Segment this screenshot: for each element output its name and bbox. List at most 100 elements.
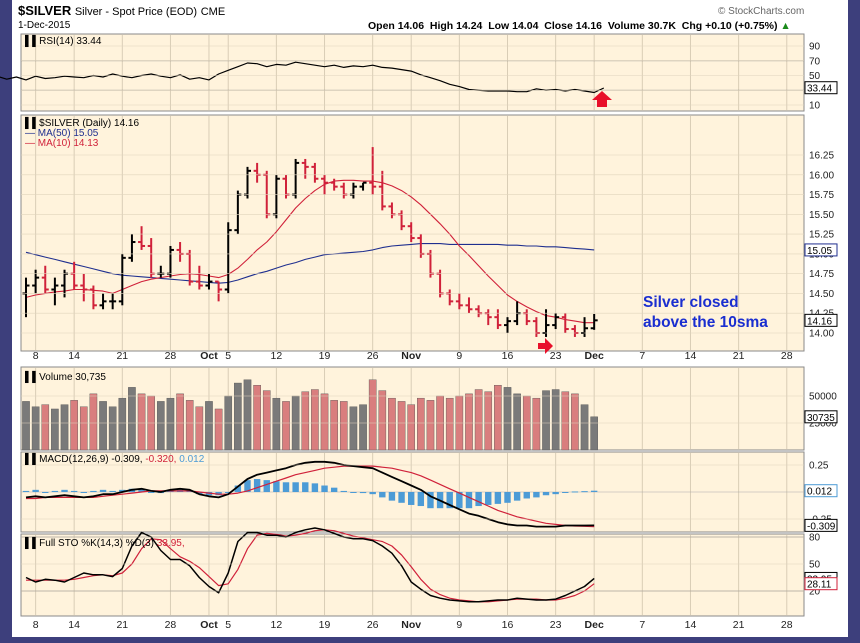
volume-bar [320, 393, 329, 451]
volume-bar [89, 393, 98, 451]
macd-legend-part: -0.320, [145, 454, 179, 465]
macd-histogram-bar [90, 490, 97, 492]
ma10-legend: — MA(10) 14.13 [25, 138, 99, 149]
macd-histogram-bar [388, 492, 396, 501]
price-tick-label: 16.25 [809, 151, 834, 162]
macd-histogram-bar [311, 483, 319, 492]
macd-histogram-bar [369, 492, 376, 495]
volume-bar [118, 397, 127, 451]
x-tick-label: Dec [585, 350, 604, 362]
volume-bar [60, 404, 69, 451]
x-tick-label: 28 [165, 619, 177, 631]
price-tick-label: 14.00 [809, 329, 834, 340]
volume-bar [51, 408, 59, 451]
volume-bar [70, 400, 78, 451]
volume-bar [368, 379, 377, 451]
macd-histogram-bar [340, 490, 347, 492]
volume-bar [590, 416, 598, 451]
macd-signal-line [26, 465, 595, 528]
price-tick-label: 15.25 [809, 230, 834, 241]
x-tick-label: 16 [502, 350, 514, 362]
price-tick-label: 15.75 [809, 190, 834, 201]
volume-bar [474, 389, 483, 451]
macd-histogram-bar [465, 492, 473, 509]
macd-histogram-bar [562, 492, 569, 493]
sto-tick-label: 20 [809, 587, 821, 598]
macd-histogram-bar [456, 492, 463, 509]
volume-bar [137, 393, 146, 451]
macd-histogram-bar [427, 492, 434, 509]
x-tick-label: Nov [401, 619, 421, 631]
volume-bar [513, 393, 521, 451]
volume-bar [330, 400, 338, 451]
macd-histogram-bar [263, 480, 270, 492]
instrument-name: Silver - Spot Price (EOD) [74, 6, 198, 18]
annotation-line-1: Silver closed [643, 294, 739, 311]
macd-legend-part: 0.012 [179, 454, 204, 465]
volume-bar [41, 404, 50, 451]
macd-histogram-bar [475, 492, 482, 507]
macd-histogram-bar [22, 490, 30, 492]
macd-histogram-bar [350, 492, 357, 493]
rsi-line [0, 61, 605, 94]
sto-legend: ▌▌Full STO %K(14,3) %D(3) 33.95, [25, 536, 185, 550]
up-arrow-icon [592, 91, 612, 107]
macd-histogram-bar [359, 492, 367, 494]
volume-bar [301, 391, 310, 451]
sto-tick-label: 50 [809, 560, 821, 571]
x-tick-label: 9 [456, 619, 462, 631]
macd-last-value: -0.309 [807, 521, 836, 532]
macd-legend-part: ▌▌MACD(12,26,9) -0.309, [25, 452, 145, 466]
x-tick-label: Oct [200, 619, 218, 631]
macd-histogram-bar [253, 479, 261, 492]
exchange-name: CME [200, 6, 226, 18]
volume-bar [79, 406, 88, 451]
volume-bar [282, 401, 290, 451]
x-tick-label: 21 [116, 619, 128, 631]
macd-histogram-bar [42, 492, 49, 493]
x-tick-label: 16 [502, 619, 514, 631]
macd-histogram-bar [504, 492, 511, 503]
sto-panel [20, 533, 805, 617]
rsi-last-value: 33.44 [807, 84, 832, 95]
macd-histogram-bar [581, 491, 588, 493]
volume-bar [378, 390, 387, 451]
sto-legend-part: ▌▌Full STO %K(14,3) %D(3) [25, 536, 157, 550]
rsi-legend-part: ▌▌RSI(14) 33.44 [25, 34, 102, 48]
macd-histogram-bar [51, 490, 59, 492]
x-tick-label: 14 [68, 350, 80, 362]
sto-tick-label: 80 [809, 533, 821, 544]
macd-histogram-bar [590, 490, 598, 492]
watermark: © StockCharts.com [718, 6, 805, 17]
x-tick-label: 28 [781, 350, 793, 362]
macd-histogram-bar [552, 492, 559, 495]
volume-last-value-box [804, 410, 838, 424]
volume-bar [445, 397, 454, 451]
macd-histogram-bar [244, 480, 251, 492]
rsi-tick-label: 10 [809, 101, 821, 112]
volume-bar [532, 397, 541, 451]
macd-histogram-bar [61, 489, 68, 492]
ma50-last-value: 15.05 [807, 246, 832, 257]
volume-bar [397, 401, 406, 451]
volume-bar [503, 387, 512, 451]
volume-bar [243, 379, 252, 451]
macd-histogram-bar [523, 492, 530, 499]
ma10-legend-part: — MA(10) 14.13 [25, 138, 99, 149]
x-tick-label: Oct [200, 350, 218, 362]
volume-bar [407, 404, 416, 451]
sto-d-last-value-box [804, 577, 838, 591]
sto-k-line [25, 527, 595, 603]
x-tick-label: Dec [585, 619, 604, 631]
volume-legend-part: ▌▌Volume 30,735 [25, 370, 106, 384]
macd-legend: ▌▌MACD(12,26,9) -0.309, -0.320, 0.012 [25, 452, 205, 466]
rsi-legend: ▌▌RSI(14) 33.44 [25, 34, 102, 48]
x-tick-label: 14 [68, 619, 80, 631]
macd-histogram-bar [32, 489, 39, 492]
volume-bar [484, 391, 493, 451]
x-tick-label: 23 [550, 350, 562, 362]
macd-hist-last-value: 0.012 [807, 487, 832, 498]
volume-bar [128, 387, 136, 451]
x-tick-label: 28 [165, 350, 177, 362]
x-tick-label: 21 [733, 350, 745, 362]
